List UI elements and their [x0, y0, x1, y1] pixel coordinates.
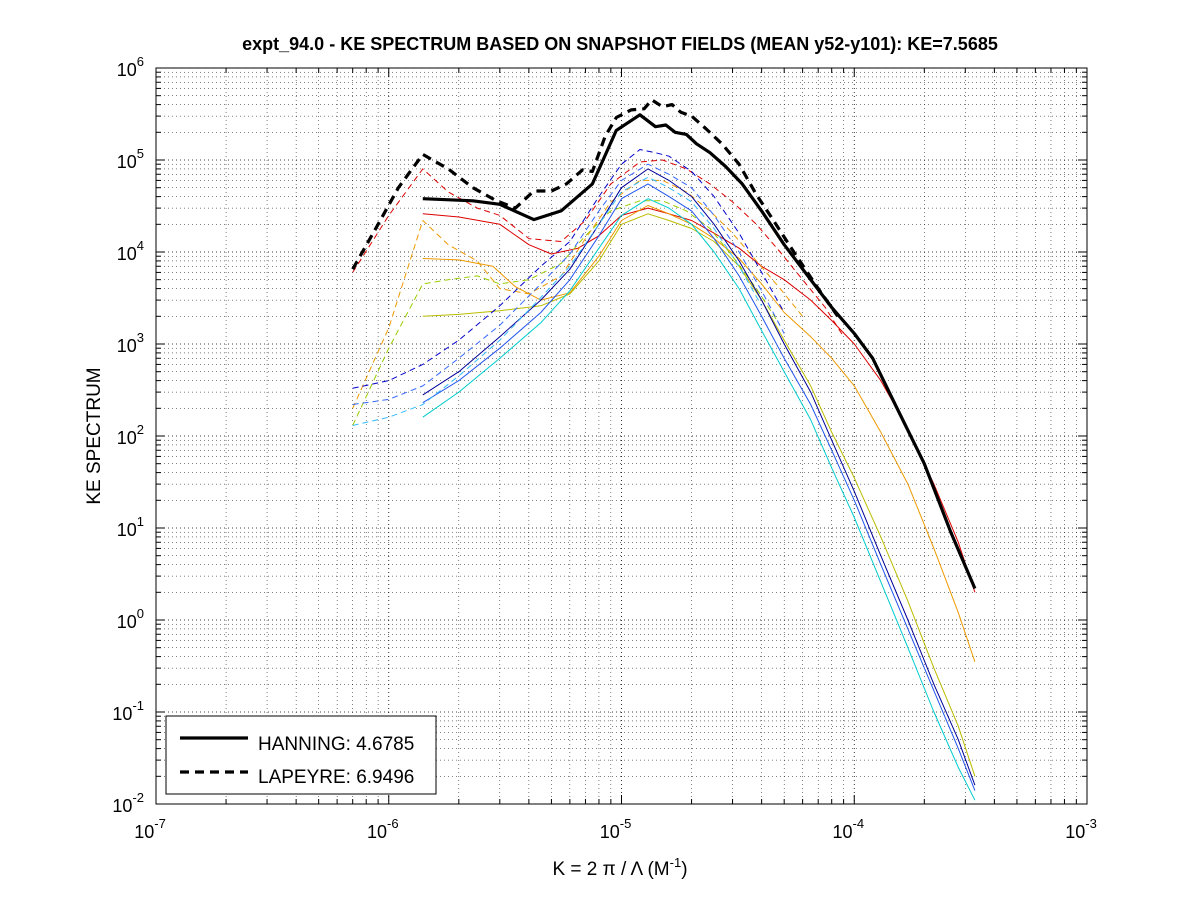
series-line-blue-solid	[422, 183, 976, 791]
series-lines	[351, 98, 977, 801]
y-tick-label: 10-2	[112, 790, 144, 816]
legend-label-hanning: HANNING: 4.6785	[258, 734, 414, 755]
x-axis-label: K = 2 π / Λ (M-1)	[552, 855, 687, 880]
x-tick-label: 10-4	[832, 816, 864, 842]
y-tick-label: 105	[117, 146, 144, 172]
series-line-blue-dark-solid	[422, 168, 976, 786]
y-tick-labels: 10-2 10-1 100 101 102 103 104 105 106	[112, 54, 144, 816]
legend-box	[165, 715, 437, 795]
y-tick-label: 101	[117, 514, 144, 540]
y-tick-label: 102	[117, 422, 144, 448]
series-line-yellow-dashed	[352, 200, 781, 426]
y-tick-label: 103	[117, 330, 144, 356]
axis-ticks	[155, 68, 1087, 805]
x-tick-labels: 10-7 10-6 10-5 10-4 10-3	[134, 816, 1097, 842]
y-axis-label: KE SPECTRUM	[84, 367, 105, 504]
y-tick-label: 100	[117, 606, 144, 632]
series-line-hanning	[422, 113, 977, 590]
x-tick-label: 10-7	[134, 816, 166, 842]
series-line-blue-dark-dashed	[352, 149, 785, 389]
series-line-blue-dashed	[352, 163, 785, 405]
y-tick-label: 106	[117, 54, 144, 80]
legend-label-lapeyre: LAPEYRE: 6.9496	[258, 767, 414, 788]
grid	[156, 68, 1087, 804]
x-tick-label: 10-6	[367, 816, 399, 842]
y-tick-label: 104	[117, 238, 144, 264]
series-line-cyan-solid	[422, 198, 976, 801]
x-tick-label: 10-3	[1065, 816, 1097, 842]
y-tick-label: 10-1	[112, 698, 144, 724]
legend: HANNING: 4.6785 LAPEYRE: 6.9496	[165, 715, 437, 795]
series-line-orange-dashed	[352, 179, 803, 409]
series-line-yellow-solid	[422, 213, 976, 777]
series-line-red-dashed	[352, 159, 845, 337]
chart-title: expt_94.0 - KE SPECTRUM BASED ON SNAPSHO…	[242, 34, 998, 54]
x-tick-label: 10-5	[600, 816, 632, 842]
